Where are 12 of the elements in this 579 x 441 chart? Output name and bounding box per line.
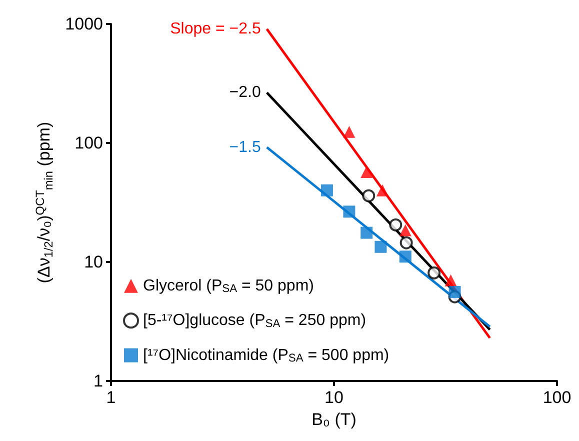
x-tick-label: 100	[542, 388, 572, 407]
series-label: −1.5	[229, 138, 261, 156]
series-label: Slope = −2.5	[170, 20, 261, 38]
y-tick-label: 1	[94, 372, 103, 390]
y-tick-label: 1000	[65, 14, 103, 34]
x-tick-label: 1	[106, 388, 116, 407]
series-label: −2.0	[229, 84, 261, 102]
y-tick-label: 10	[84, 252, 103, 272]
x-axis-title: B₀ (T)	[312, 410, 356, 429]
x-tick-label: 10	[324, 388, 344, 407]
y-tick-label: 100	[74, 134, 103, 152]
y-axis-title: (Δν1/2/ν₀)QCTmin (ppm)	[32, 122, 56, 284]
